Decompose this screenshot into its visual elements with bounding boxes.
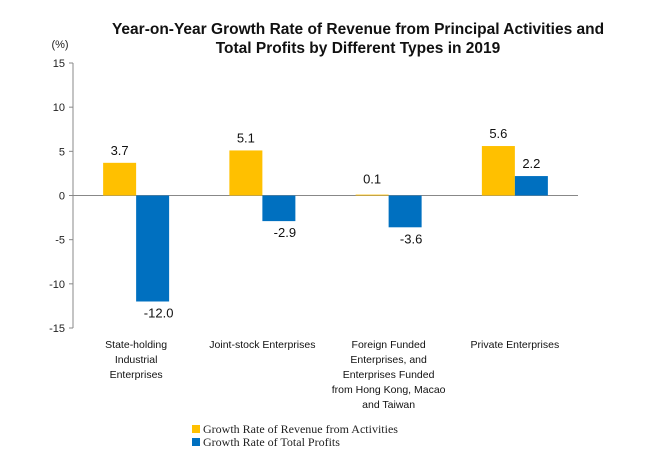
profit-data-label: -2.9 (274, 225, 296, 240)
bars (103, 146, 548, 302)
legend-swatch (192, 425, 200, 433)
data-labels: 3.7 5.1 0.1 5.6 -12.0 -2.9 -3.6 2.2 (111, 126, 541, 320)
category-label: from Hong Kong, Macao (332, 384, 446, 396)
y-tick-label: 0 (59, 191, 65, 203)
profit-data-label: -12.0 (144, 306, 174, 321)
profit-bar (136, 195, 170, 302)
legend: Growth Rate of Revenue from ActivitiesGr… (192, 422, 398, 449)
revenue-bar (103, 162, 137, 196)
legend-label: Growth Rate of Total Profits (203, 435, 340, 449)
category-labels: State-holding Industrial Enterprises Joint-… (105, 339, 559, 411)
y-tick-label: -10 (49, 279, 65, 291)
category-label: Enterprises, and (350, 354, 427, 366)
revenue-data-label: 3.7 (111, 143, 129, 158)
category-label: Joint-stock Enterprises (209, 339, 315, 351)
chart-title-line: Total Profits by Different Types in 2019 (216, 40, 501, 57)
category-label: Industrial (115, 354, 158, 366)
revenue-bar (229, 150, 263, 196)
y-tick-label: -5 (55, 235, 65, 247)
revenue-data-label: 5.6 (489, 126, 507, 141)
category-label: Enterprises Funded (343, 369, 435, 381)
y-tick-label: 10 (53, 102, 65, 114)
revenue-data-label: 5.1 (237, 130, 255, 145)
revenue-bar (355, 194, 389, 196)
profit-bar (514, 176, 548, 196)
chart-title-line: Year-on-Year Growth Rate of Revenue from… (112, 21, 604, 38)
profit-data-label: 2.2 (522, 156, 540, 171)
profit-bar (262, 195, 296, 222)
category-label: and Taiwan (362, 399, 415, 411)
profit-data-label: -3.6 (400, 231, 422, 246)
y-axis-ticks: 15 10 5 0 -5 -10 -15 (49, 58, 73, 335)
revenue-bar (481, 146, 515, 196)
y-tick-label: 5 (59, 146, 65, 158)
category-label: Enterprises (110, 369, 163, 381)
revenue-data-label: 0.1 (363, 172, 381, 187)
y-axis-unit-label: (%) (51, 39, 68, 51)
y-tick-label: 15 (53, 58, 65, 70)
legend-swatch (192, 438, 200, 446)
y-tick-label: -15 (49, 323, 65, 335)
category-label: Foreign Funded (352, 339, 426, 351)
chart-title: Year-on-Year Growth Rate of Revenue from… (112, 21, 604, 57)
category-label: Private Enterprises (471, 339, 560, 351)
legend-label: Growth Rate of Revenue from Activities (203, 422, 398, 436)
category-label: State-holding (105, 339, 167, 351)
profit-bar (388, 195, 422, 228)
